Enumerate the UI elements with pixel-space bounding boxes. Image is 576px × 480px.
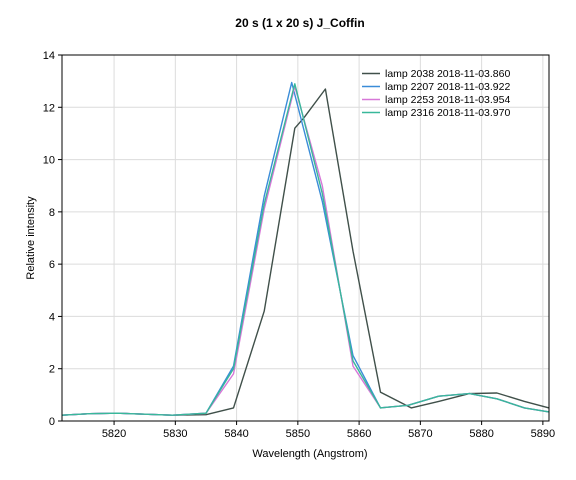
legend-entry-3: lamp 2253 2018-11-03.954 [385, 94, 510, 106]
x-tick-label: 5890 [531, 428, 555, 440]
legend-entry-4: lamp 2316 2018-11-03.970 [385, 107, 510, 119]
y-tick-label: 2 [49, 364, 55, 376]
x-axis-ticks: 5820 5830 5840 5850 5860 5870 5880 5890 [102, 421, 555, 440]
x-tick-label: 5840 [224, 428, 248, 440]
chart-title: 20 s (1 x 20 s) J_Coffin [235, 16, 364, 30]
legend-entry-1: lamp 2038 2018-11-03.860 [385, 68, 510, 80]
y-tick-label: 14 [43, 50, 55, 62]
y-tick-label: 12 [43, 102, 55, 114]
y-tick-label: 0 [49, 416, 55, 428]
x-tick-label: 5870 [408, 428, 432, 440]
y-tick-label: 8 [49, 207, 55, 219]
y-tick-label: 4 [49, 311, 55, 323]
series-line-2 [61, 81, 550, 416]
series-lines [61, 81, 550, 416]
y-tick-label: 10 [43, 155, 55, 167]
plot-frame [61, 54, 550, 422]
legend-entry-2: lamp 2207 2018-11-03.922 [385, 81, 510, 93]
series-line-4 [61, 83, 550, 416]
y-axis-label: Relative intensity [25, 196, 37, 280]
grid [62, 54, 549, 422]
x-tick-label: 5880 [469, 428, 493, 440]
x-tick-label: 5850 [286, 428, 310, 440]
x-axis-label: Wavelength (Angstrom) [252, 448, 367, 460]
y-axis-ticks: 0 2 4 6 8 10 12 14 [43, 50, 62, 428]
x-tick-label: 5830 [163, 428, 187, 440]
y-tick-label: 6 [49, 259, 55, 271]
x-tick-label: 5820 [102, 428, 126, 440]
x-tick-label: 5860 [347, 428, 371, 440]
